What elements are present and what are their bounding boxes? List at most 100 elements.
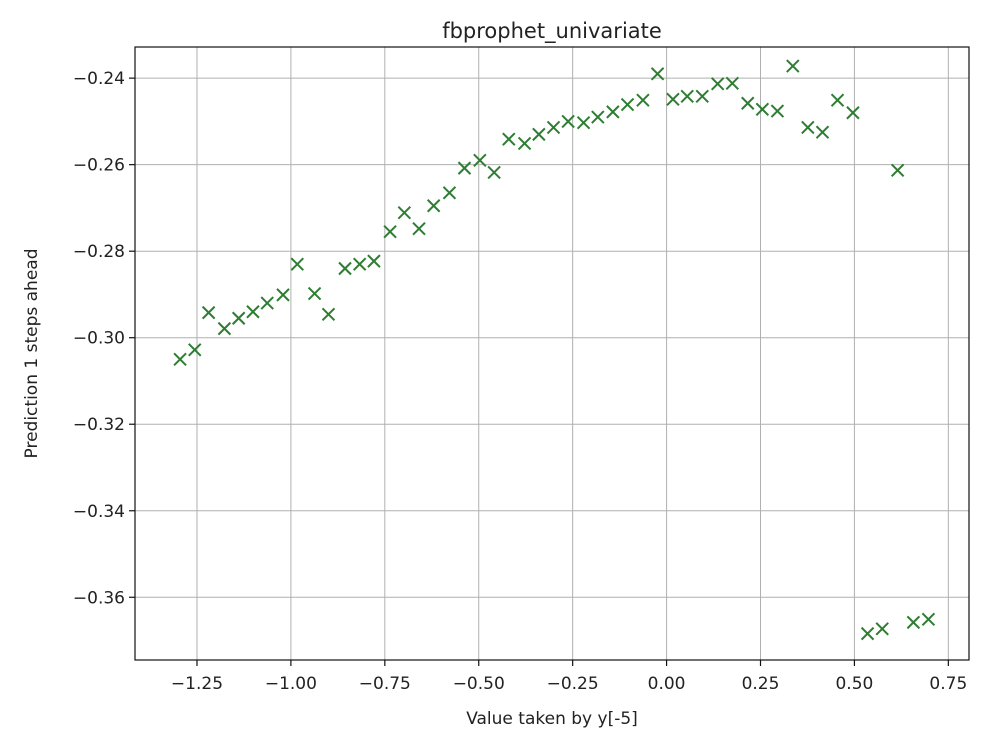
- marker-stroke: [680, 89, 694, 104]
- data-point-marker: [695, 89, 709, 104]
- x-tick-label: −0.75: [359, 674, 411, 694]
- data-point-marker: [710, 77, 725, 91]
- x-tick-label: −0.25: [547, 674, 599, 694]
- data-point-marker: [290, 257, 304, 271]
- data-point-marker: [906, 615, 921, 630]
- x-axis-ticks: −1.25 −1.00 −0.75 −0.50 −0.25 0.00 0.25 0.50 0.7…: [171, 660, 967, 694]
- marker-stroke: [890, 163, 905, 177]
- y-axis-ticks: −0.36 −0.34 −0.32 −0.30 −0.28 −0.26 −0.24: [73, 69, 135, 608]
- x-tick-label: 0.00: [648, 674, 686, 694]
- marker-stroke: [561, 114, 575, 129]
- y-tick-label: −0.26: [73, 156, 125, 176]
- data-point-marker: [591, 110, 605, 124]
- marker-stroke: [576, 115, 591, 130]
- marker-stroke: [591, 110, 605, 124]
- y-axis-label: Prediction 1 steps ahead: [22, 249, 42, 459]
- marker-stroke: [260, 296, 274, 310]
- marker-stroke: [666, 92, 680, 107]
- data-point-marker: [473, 153, 487, 168]
- marker-stroke: [695, 89, 709, 104]
- x-tick-label: −0.50: [453, 674, 505, 694]
- marker-stroke: [487, 165, 501, 180]
- marker-stroke: [217, 321, 232, 336]
- marker-stroke: [338, 261, 352, 276]
- marker-stroke: [875, 622, 889, 636]
- marker-stroke: [846, 106, 860, 120]
- marker-stroke: [801, 120, 815, 135]
- data-point-marker: [517, 136, 532, 151]
- data-point-marker: [606, 105, 620, 119]
- data-point-marker: [830, 93, 845, 107]
- data-point-marker: [755, 102, 770, 117]
- data-point-marker: [801, 120, 815, 135]
- marker-stroke: [815, 125, 830, 139]
- data-point-marker: [546, 120, 561, 135]
- data-point-marker: [457, 161, 472, 175]
- data-point-marker: [815, 125, 830, 139]
- x-tick-label: 0.25: [742, 674, 780, 694]
- plot-frame: [134, 46, 970, 661]
- data-point-marker: [231, 311, 246, 325]
- data-point-marker: [890, 163, 905, 177]
- marker-stroke: [546, 120, 561, 135]
- marker-stroke: [473, 153, 487, 168]
- marker-stroke: [830, 93, 845, 107]
- x-tick-label: −1.00: [265, 674, 317, 694]
- marker-stroke: [755, 102, 770, 117]
- marker-stroke: [636, 93, 650, 107]
- data-point-marker: [620, 97, 635, 112]
- marker-stroke: [860, 626, 875, 641]
- y-tick-label: −0.34: [73, 502, 125, 522]
- x-tick-label: 0.75: [929, 674, 967, 694]
- marker-stroke: [606, 105, 620, 119]
- data-point-marker: [636, 93, 650, 107]
- data-point-marker: [487, 165, 501, 180]
- marker-stroke: [906, 615, 921, 630]
- data-point-marker: [412, 221, 426, 236]
- data-point-marker: [352, 257, 367, 271]
- data-point-marker: [741, 96, 755, 110]
- marker-stroke: [231, 311, 246, 325]
- marker-stroke: [412, 221, 426, 236]
- data-point-marker: [875, 622, 889, 636]
- marker-stroke: [426, 199, 441, 213]
- data-point-marker: [426, 199, 441, 213]
- data-point-marker: [846, 106, 860, 120]
- y-tick-label: −0.28: [73, 242, 125, 262]
- data-point-marker: [725, 76, 740, 91]
- data-point-marker: [680, 89, 694, 104]
- data-point-marker: [201, 305, 216, 320]
- marker-stroke: [367, 254, 381, 268]
- marker-stroke: [517, 136, 532, 151]
- marker-stroke: [770, 104, 785, 118]
- data-point-marker: [650, 67, 665, 81]
- x-tick-label: 0.50: [835, 674, 873, 694]
- y-tick-label: −0.30: [73, 329, 125, 349]
- data-point-marker: [321, 307, 336, 322]
- marker-stroke: [307, 286, 322, 301]
- data-point-marker: [397, 205, 412, 220]
- data-point-marker: [921, 612, 936, 627]
- x-axis-label: Value taken by y[-5]: [466, 709, 638, 729]
- marker-stroke: [201, 305, 216, 320]
- marker-stroke: [457, 161, 472, 175]
- y-tick-label: −0.24: [73, 69, 125, 89]
- marker-stroke: [276, 288, 290, 302]
- marker-stroke: [188, 343, 202, 357]
- gridlines: [135, 47, 969, 660]
- marker-stroke: [352, 257, 367, 271]
- marker-stroke: [786, 59, 800, 73]
- data-point-marker: [367, 254, 381, 268]
- marker-stroke: [921, 612, 936, 627]
- marker-stroke: [321, 307, 336, 322]
- marker-stroke: [620, 97, 635, 112]
- data-point-marker: [666, 92, 680, 107]
- data-point-marker: [502, 132, 516, 146]
- data-point-marker: [383, 225, 397, 239]
- data-point-marker: [860, 626, 875, 641]
- data-point-marker: [561, 114, 575, 129]
- marker-stroke: [741, 96, 755, 110]
- data-point-marker: [173, 352, 187, 367]
